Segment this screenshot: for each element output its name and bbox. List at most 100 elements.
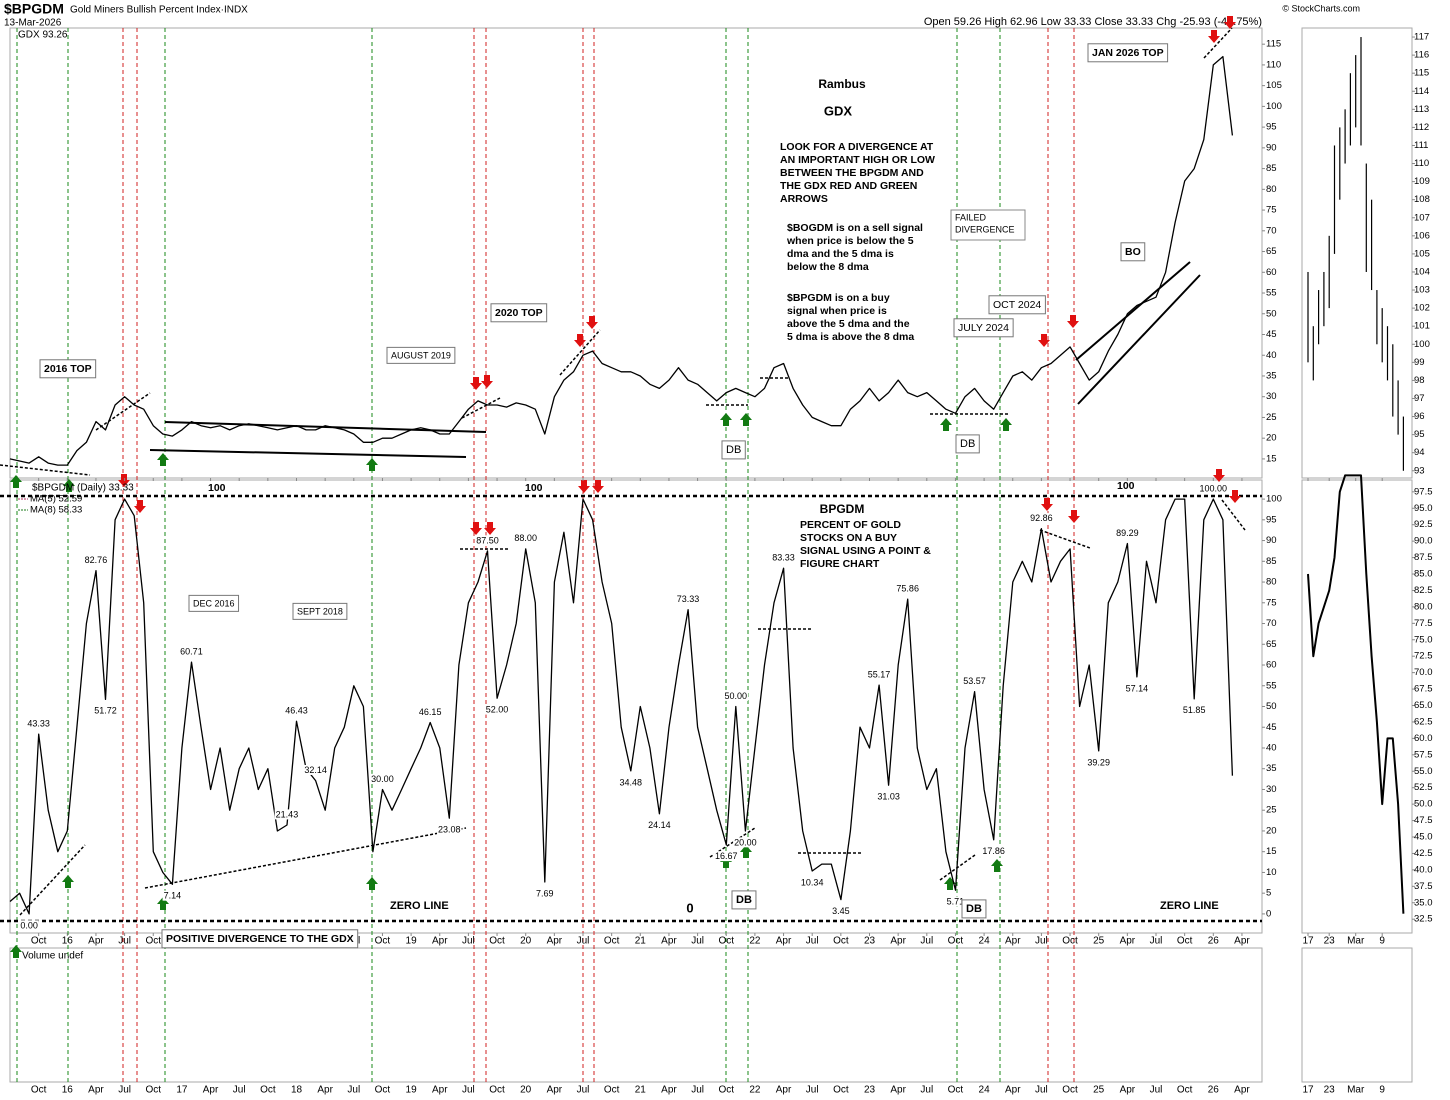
value-label: 7.69 <box>536 888 554 898</box>
value-label: 34.48 <box>619 777 642 787</box>
trend-line <box>709 827 756 858</box>
trend-line <box>559 329 601 376</box>
x-tick-label: Oct <box>145 1085 161 1096</box>
y-tick-label: 85 <box>1266 163 1277 174</box>
y-tick-label: 20 <box>1266 433 1277 444</box>
y-tick-label: 100 <box>1414 339 1430 350</box>
value-label-bg <box>484 704 510 715</box>
x-tick-label: Jul <box>920 936 933 947</box>
value-label: 82.76 <box>85 555 108 565</box>
trend-line <box>461 397 501 419</box>
signal-arrow <box>940 418 952 431</box>
annotation: GDX <box>824 103 853 118</box>
y-tick-label: 116 <box>1414 50 1429 61</box>
callout-box <box>950 209 1026 241</box>
x-tick-label: Oct <box>718 1085 734 1096</box>
panel-frame <box>9 27 1263 479</box>
annotation: STOCKS ON A BUY <box>800 532 897 544</box>
signal-arrow <box>63 479 75 492</box>
subtitle: Gold Miners Bullish Percent Index·INDX <box>70 5 248 16</box>
annotation: ZERO LINE <box>1160 900 1219 912</box>
annotation: 2016 TOP <box>44 363 92 375</box>
y-tick-label: 47.5 <box>1414 815 1433 826</box>
x-tick-label: 18 <box>291 1085 303 1096</box>
value-label: 30.00 <box>371 774 394 784</box>
signal-arrow <box>586 316 598 329</box>
signal-arrow <box>366 877 378 890</box>
y-tick-label: 95 <box>1266 514 1277 525</box>
callout-box <box>953 318 1014 338</box>
y-tick-label: 97.5 <box>1414 486 1433 497</box>
series-line <box>9 55 1234 466</box>
x-tick-label: 17 <box>176 1085 188 1096</box>
x-tick-label: Apr <box>88 1085 104 1096</box>
value-label: 73.33 <box>677 594 700 604</box>
y-tick-label: 108 <box>1414 194 1430 205</box>
x-tick-label: 25 <box>1093 1085 1105 1096</box>
x-tick-label: 24 <box>979 936 991 947</box>
x-tick-label: Apr <box>1234 1085 1250 1096</box>
y-tick-label: 90.0 <box>1414 536 1433 547</box>
signal-arrow <box>470 377 482 390</box>
value-label: 51.85 <box>1183 705 1206 715</box>
annotation: 2020 TOP <box>495 307 543 319</box>
value-label-bg <box>162 890 183 901</box>
value-label-bg <box>19 920 39 931</box>
x-tick-label: Apr <box>317 1085 333 1096</box>
annotation: SIGNAL USING A POINT & <box>800 545 931 557</box>
trend-line <box>1039 529 1091 549</box>
y-tick-label: 20 <box>1266 825 1277 836</box>
value-label-bg <box>1198 483 1229 494</box>
value-label: 0.00 <box>20 920 38 930</box>
annotation: AN IMPORTANT HIGH OR LOW <box>780 154 935 166</box>
annotation: DB <box>966 903 982 915</box>
callout-box <box>39 359 97 379</box>
signal-arrow <box>10 945 22 958</box>
callout-box <box>1087 43 1169 63</box>
trend-line <box>149 449 467 458</box>
x-tick-label: Apr <box>1234 936 1250 947</box>
y-tick-label: 67.5 <box>1414 684 1433 695</box>
value-label-bg <box>1115 527 1140 538</box>
x-tick-label: Oct <box>1062 936 1078 947</box>
y-tick-label: 97 <box>1414 393 1425 404</box>
y-tick-label: 109 <box>1414 176 1430 187</box>
x-tick-label: Oct <box>31 1085 47 1096</box>
y-tick-label: 40 <box>1266 742 1277 753</box>
x-tick-label: Jul <box>1150 1085 1163 1096</box>
value-label-bg <box>799 877 825 888</box>
annotation: FAILED <box>955 212 987 222</box>
value-label: 100.00 <box>1200 483 1228 493</box>
value-label-bg <box>370 773 395 784</box>
value-label: 46.15 <box>419 707 442 717</box>
annotation: DEC 2016 <box>193 598 235 608</box>
signal-arrow <box>157 897 169 910</box>
y-tick-label: 65 <box>1266 246 1277 257</box>
x-tick-label: Apr <box>1005 1085 1021 1096</box>
y-tick-label: 15 <box>1266 846 1277 857</box>
signal-arrow <box>1038 334 1050 347</box>
value-label-bg <box>945 896 966 907</box>
value-label-bg <box>866 669 892 680</box>
x-tick-label: 19 <box>406 1085 418 1096</box>
y-tick-label: 55.0 <box>1414 766 1433 777</box>
value-label: 5.71 <box>947 897 965 907</box>
value-label-bg <box>513 533 538 544</box>
value-label: 53.57 <box>963 676 986 686</box>
y-tick-label: 102 <box>1414 303 1430 314</box>
y-tick-label: 100 <box>1266 101 1282 112</box>
annotation: 5 dma is above the 8 dma <box>787 331 914 343</box>
x-tick-label: Jul <box>691 936 704 947</box>
signal-arrow <box>1229 490 1241 503</box>
trend-line <box>19 844 86 916</box>
x-tick-label: Apr <box>661 936 677 947</box>
x-tick-label: Jul <box>691 1085 704 1096</box>
y-tick-label: 70.0 <box>1414 667 1433 678</box>
x-tick-label: 22 <box>749 1085 761 1096</box>
x-tick-label: 23 <box>1324 936 1336 947</box>
y-tick-label: 85 <box>1266 556 1277 567</box>
trend-line <box>1075 261 1191 361</box>
y-tick-label: 101 <box>1414 321 1430 332</box>
x-tick-label: Jul <box>806 936 819 947</box>
x-tick-label: Mar <box>1347 936 1365 947</box>
